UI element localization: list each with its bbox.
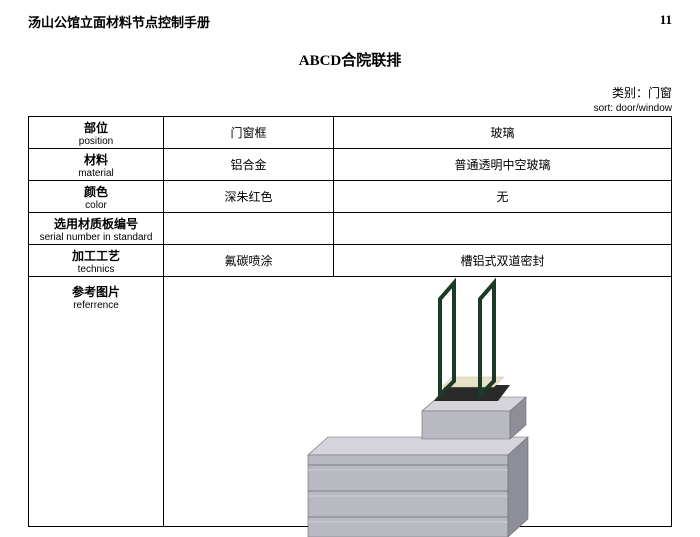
col-header-glass: 玻璃 (334, 117, 672, 149)
col-header-frame: 门窗框 (164, 117, 334, 149)
table-row-reference: 参考图片 referrence (29, 277, 672, 527)
table-row-serial: 选用材质板编号 serial number in standard (29, 213, 672, 245)
category-value: 门窗 (648, 86, 672, 100)
page-header: 汤山公馆立面材料节点控制手册 11 (28, 12, 672, 31)
table-row-technics: 加工工艺 technics 氟碳喷涂 槽铝式双道密封 (29, 245, 672, 277)
cell-serial-frame (164, 213, 334, 245)
row-label-reference: 参考图片 referrence (29, 277, 164, 527)
cell-material-frame: 铝合金 (164, 149, 334, 181)
row-label-color: 颜色 color (29, 181, 164, 213)
cell-technics-glass: 槽铝式双道密封 (334, 245, 672, 277)
reference-image-cell (164, 277, 672, 527)
window-profile-diagram (288, 277, 548, 537)
category-line: 类别：门窗 (28, 84, 672, 101)
doc-title: 汤山公馆立面材料节点控制手册 (28, 12, 210, 31)
cell-serial-glass (334, 213, 672, 245)
category-sub: sort: door/window (28, 103, 672, 114)
cell-color-glass: 无 (334, 181, 672, 213)
cell-material-glass: 普通透明中空玻璃 (334, 149, 672, 181)
cell-color-frame: 深朱红色 (164, 181, 334, 213)
row-label-serial: 选用材质板编号 serial number in standard (29, 213, 164, 245)
row-label-position: 部位 position (29, 117, 164, 149)
row-label-technics: 加工工艺 technics (29, 245, 164, 277)
row-label-material: 材料 material (29, 149, 164, 181)
table-row-color: 颜色 color 深朱红色 无 (29, 181, 672, 213)
page-title: ABCD合院联排 (28, 49, 672, 70)
table-row-material: 材料 material 铝合金 普通透明中空玻璃 (29, 149, 672, 181)
category-label: 类别： (612, 86, 648, 100)
spec-table: 部位 position 门窗框 玻璃 材料 material 铝合金 普通透明中… (28, 116, 672, 527)
cell-technics-frame: 氟碳喷涂 (164, 245, 334, 277)
page-number: 11 (660, 12, 672, 31)
table-row-header: 部位 position 门窗框 玻璃 (29, 117, 672, 149)
